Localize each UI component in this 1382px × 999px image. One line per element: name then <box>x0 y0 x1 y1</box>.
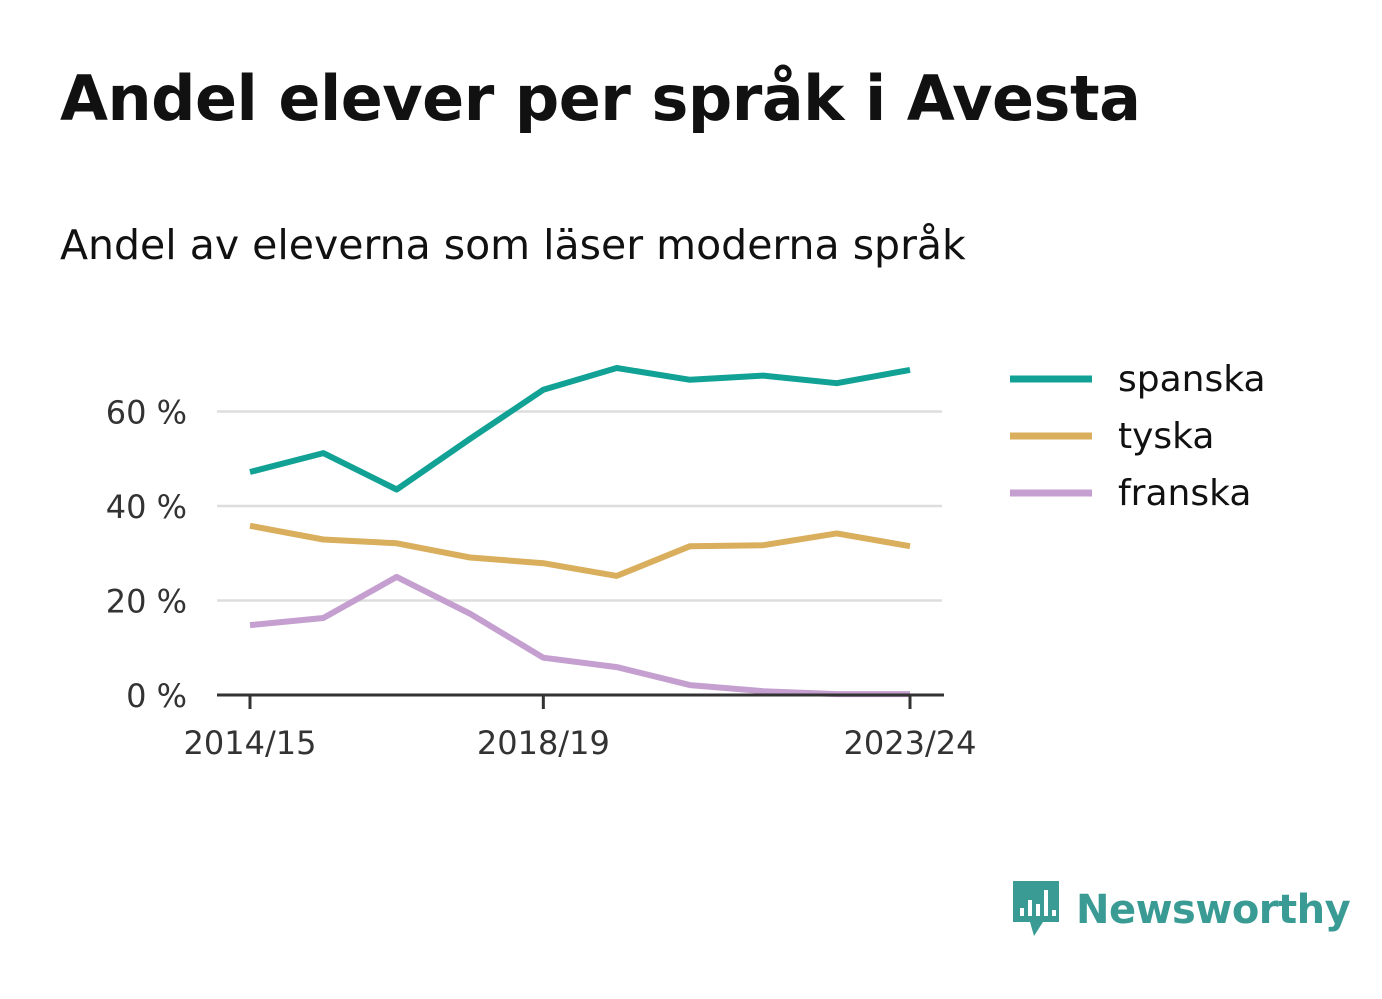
series-line-spanska <box>249 365 911 493</box>
y-tick-label: 40 % <box>106 488 187 526</box>
legend-label-tyska: tyska <box>1118 416 1214 457</box>
brand-name: Newsworthy <box>1076 887 1351 933</box>
x-tick-label: 2023/24 <box>844 724 977 762</box>
y-tick-label: 60 % <box>106 394 187 432</box>
y-tick-label: 0 % <box>126 677 187 715</box>
newsworthy-logo: Newsworthy <box>1010 878 1351 942</box>
series-line-tyska <box>249 522 911 579</box>
legend-label-spanska: spanska <box>1118 359 1266 400</box>
newsworthy-logo-icon <box>1013 881 1059 936</box>
y-tick-label: 20 % <box>106 583 187 621</box>
x-tick-label: 2018/19 <box>477 724 610 762</box>
chart-title: Andel elever per språk i Avesta <box>60 62 1141 135</box>
legend-label-franska: franska <box>1118 473 1251 514</box>
chart-subtitle: Andel av eleverna som läser moderna språ… <box>60 221 966 269</box>
series-line-franska <box>249 573 910 698</box>
x-tick-label: 2014/15 <box>184 724 317 762</box>
